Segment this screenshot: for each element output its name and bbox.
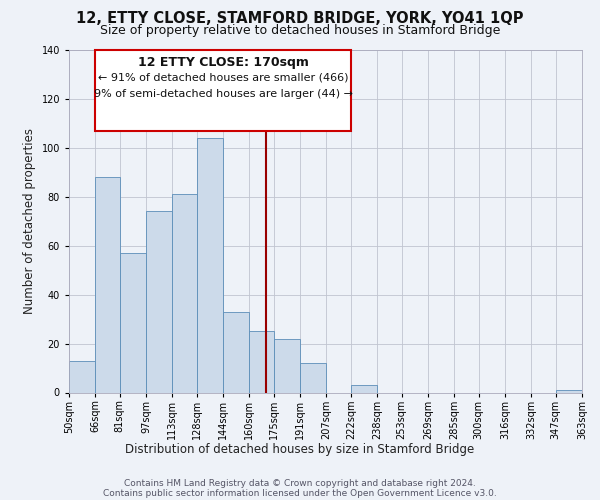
Bar xyxy=(351,385,377,392)
Bar xyxy=(197,138,223,392)
Text: Contains HM Land Registry data © Crown copyright and database right 2024.: Contains HM Land Registry data © Crown c… xyxy=(124,479,476,488)
Text: 12 ETTY CLOSE: 170sqm: 12 ETTY CLOSE: 170sqm xyxy=(137,56,308,69)
Bar xyxy=(223,312,249,392)
Bar xyxy=(300,363,326,392)
Text: 12, ETTY CLOSE, STAMFORD BRIDGE, YORK, YO41 1QP: 12, ETTY CLOSE, STAMFORD BRIDGE, YORK, Y… xyxy=(76,11,524,26)
Text: 9% of semi-detached houses are larger (44) →: 9% of semi-detached houses are larger (4… xyxy=(94,89,353,99)
Bar xyxy=(274,338,300,392)
Bar xyxy=(95,177,120,392)
Bar xyxy=(556,390,582,392)
FancyBboxPatch shape xyxy=(95,50,351,130)
Bar xyxy=(249,332,274,392)
Text: Size of property relative to detached houses in Stamford Bridge: Size of property relative to detached ho… xyxy=(100,24,500,37)
Text: Contains public sector information licensed under the Open Government Licence v3: Contains public sector information licen… xyxy=(103,489,497,498)
Bar xyxy=(120,253,146,392)
Bar xyxy=(69,360,95,392)
Text: Distribution of detached houses by size in Stamford Bridge: Distribution of detached houses by size … xyxy=(125,442,475,456)
Y-axis label: Number of detached properties: Number of detached properties xyxy=(23,128,36,314)
Bar xyxy=(146,212,172,392)
Bar xyxy=(172,194,197,392)
Text: ← 91% of detached houses are smaller (466): ← 91% of detached houses are smaller (46… xyxy=(98,72,349,82)
